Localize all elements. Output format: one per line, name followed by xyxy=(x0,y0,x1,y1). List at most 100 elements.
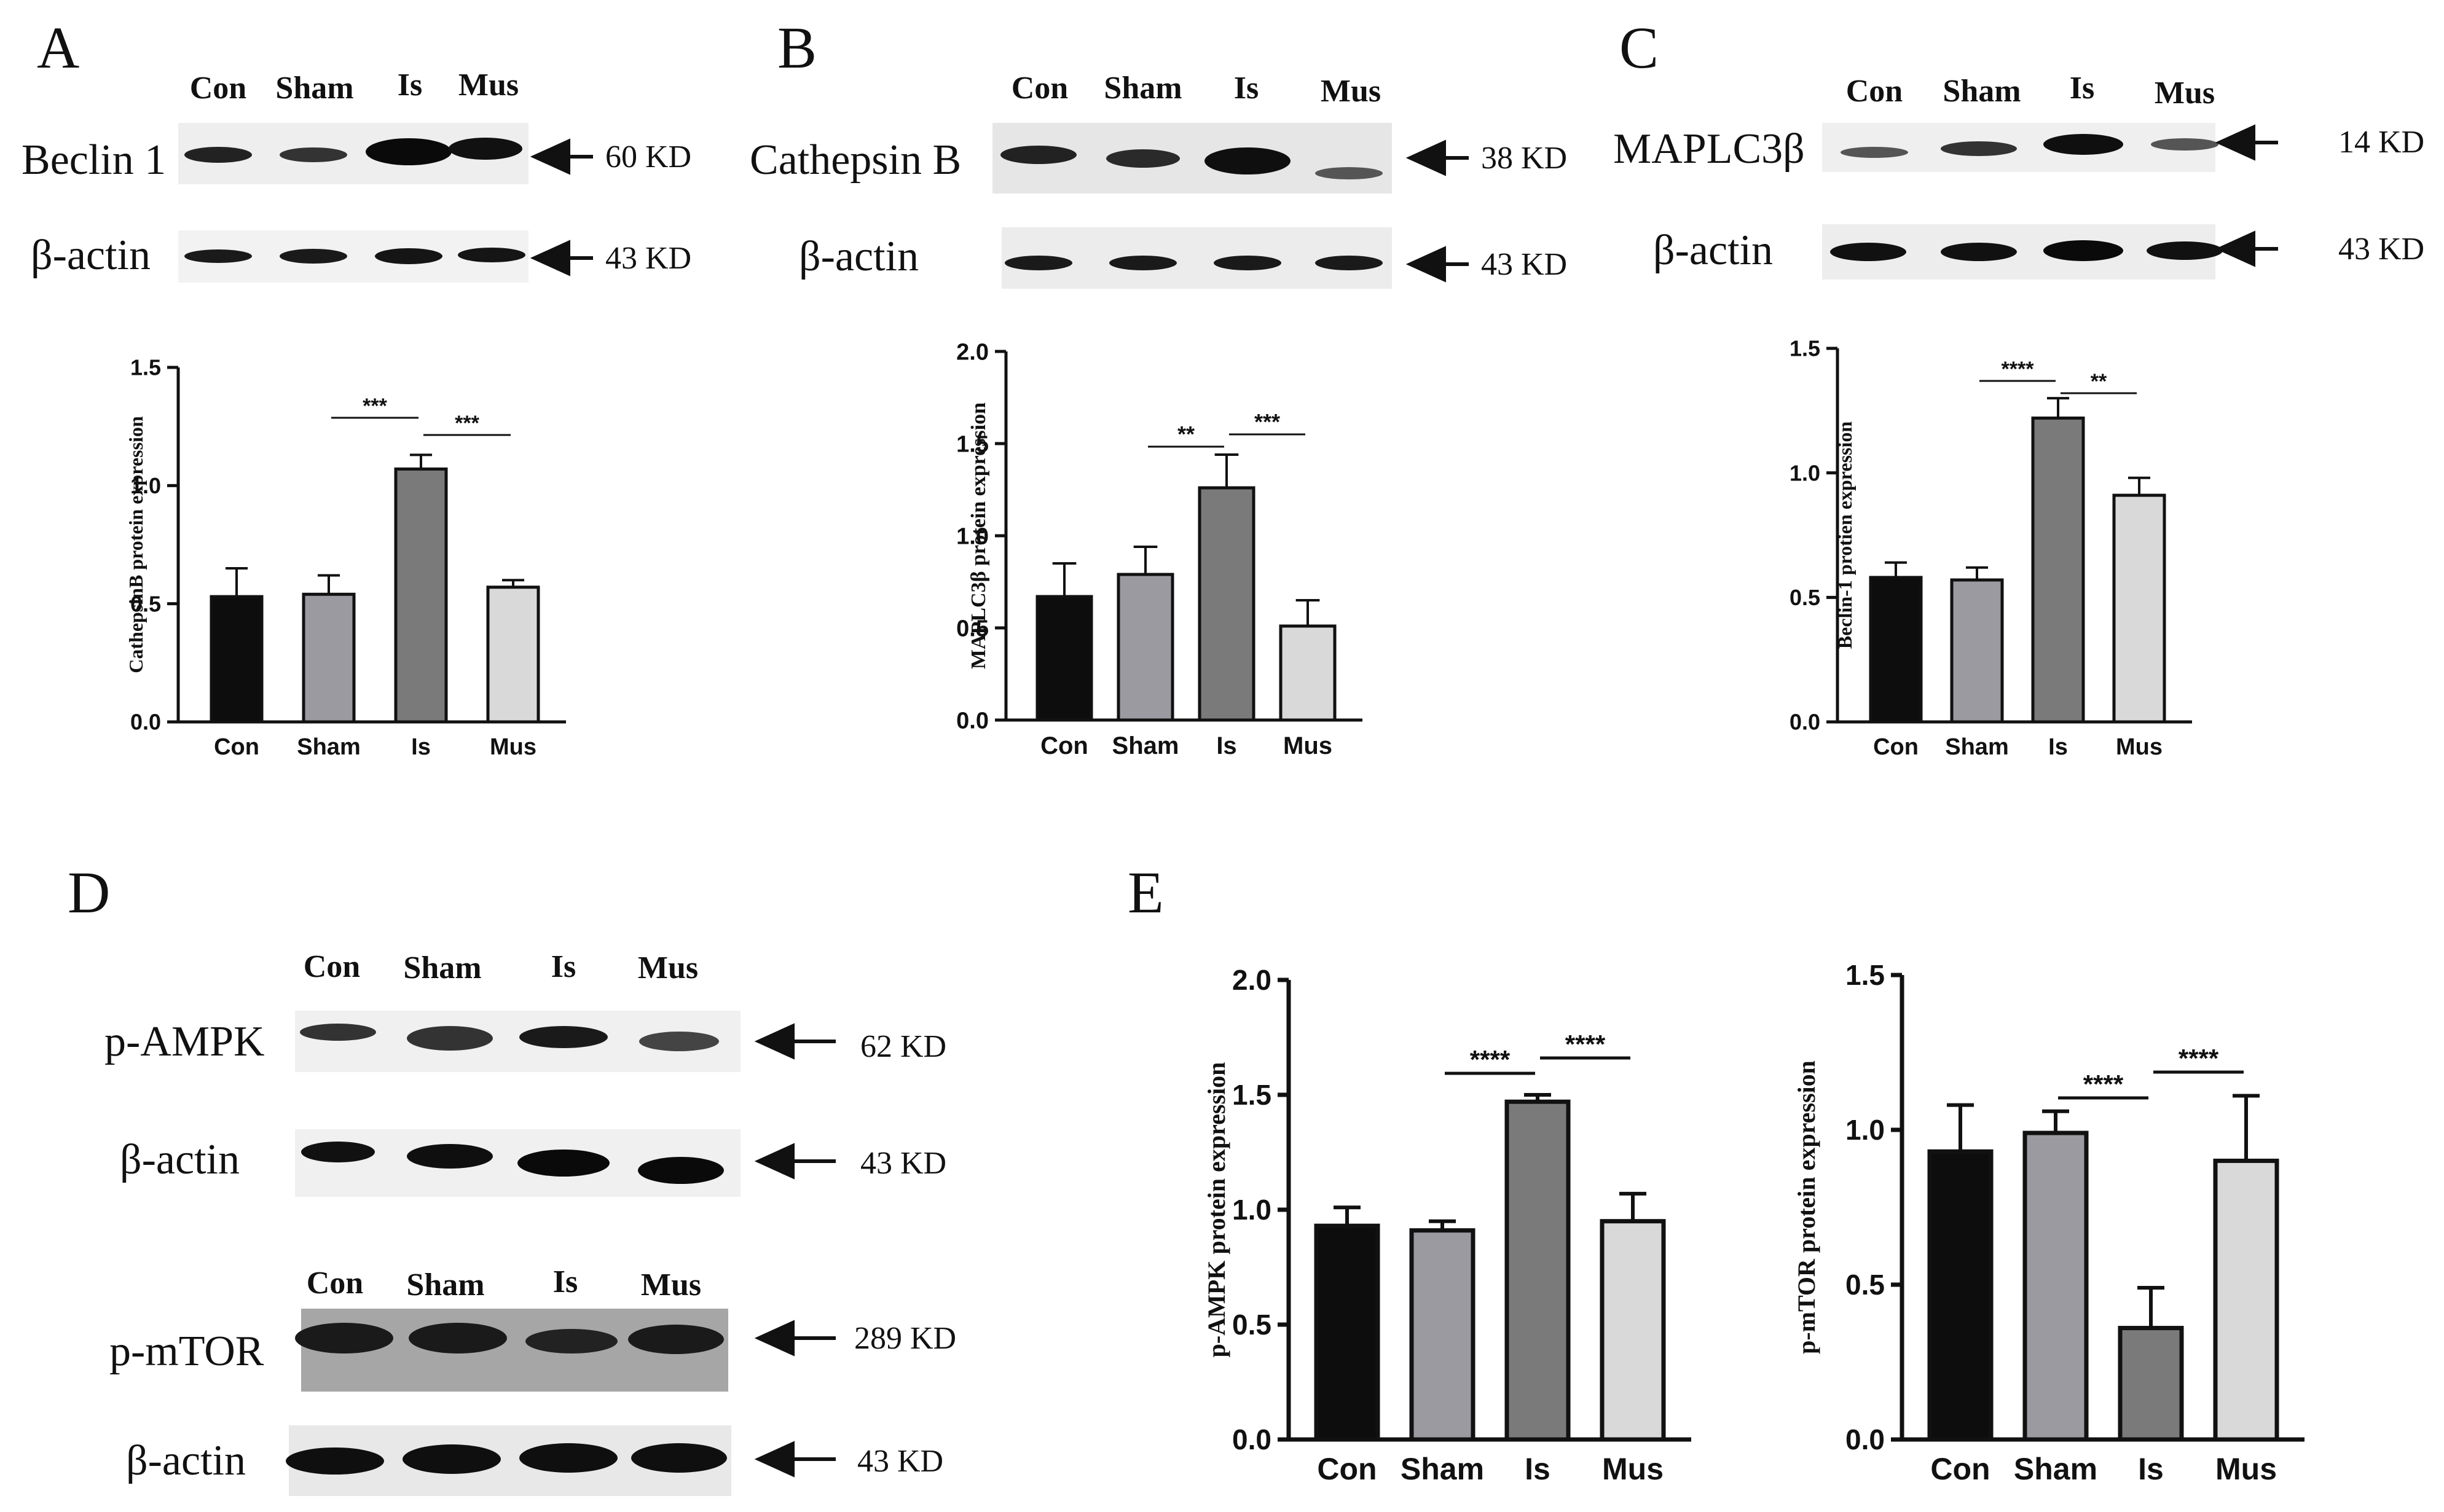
x-tick-label: Con xyxy=(214,734,259,760)
panel-letter-a: A xyxy=(37,15,79,80)
protein-band xyxy=(1841,147,1908,158)
blot-label: β-actin xyxy=(31,232,151,279)
y-tick-label: 0.5 xyxy=(956,616,989,641)
x-tick-label: Con xyxy=(1930,1452,1990,1486)
blot-group-d: Con Sham Is Mus p-AMPK β-actin 62 KD 43 … xyxy=(104,949,956,1496)
arrow-icon xyxy=(754,1320,836,1357)
protein-band xyxy=(1204,147,1291,174)
protein-band xyxy=(1000,146,1077,164)
lane-label: Sham xyxy=(1943,74,2021,109)
protein-band xyxy=(1315,256,1383,270)
blot-group-b: Con Sham Is Mus Cathepsin B β-actin 38 K… xyxy=(750,71,1567,289)
bar xyxy=(1927,1149,1994,1442)
protein-band xyxy=(301,1142,375,1162)
bar xyxy=(394,467,448,724)
lane-label: Sham xyxy=(275,71,353,106)
protein-band xyxy=(2151,138,2218,151)
y-tick-label: 0.0 xyxy=(1790,710,1820,735)
y-axis-label: MAPLC3β protein expression xyxy=(967,402,990,669)
arrow-icon xyxy=(530,138,593,175)
bar xyxy=(2112,493,2166,724)
protein-band xyxy=(184,249,252,263)
y-tick-label: 0.0 xyxy=(130,710,161,735)
lane-label: Con xyxy=(1846,74,1903,109)
lane-label: Is xyxy=(551,949,576,984)
x-tick-label: Sham xyxy=(1112,732,1179,759)
x-tick-label: Sham xyxy=(2014,1452,2097,1486)
protein-band xyxy=(184,147,252,163)
lane-label: Mus xyxy=(2155,76,2215,111)
blot-group-a: Con Sham Is Mus Beclin 1 β-actin 60 KD 4… xyxy=(22,68,691,283)
arrow-icon xyxy=(754,1441,836,1478)
significance-label: *** xyxy=(363,394,387,418)
protein-band xyxy=(407,1026,493,1051)
x-tick-label: Is xyxy=(411,734,431,760)
significance-label: *** xyxy=(1254,409,1280,434)
protein-band xyxy=(280,147,347,162)
molecular-weight-label: 43 KD xyxy=(860,1146,946,1181)
protein-band xyxy=(409,1323,507,1353)
molecular-weight-label: 43 KD xyxy=(1481,247,1567,282)
lane-label: Mus xyxy=(458,68,519,103)
x-tick-label: Is xyxy=(1216,732,1236,759)
protein-band xyxy=(2043,240,2123,261)
x-tick-label: Is xyxy=(2138,1452,2164,1486)
protein-band xyxy=(519,1026,608,1048)
protein-band xyxy=(1315,167,1383,179)
bar xyxy=(486,586,540,724)
bar xyxy=(210,595,264,724)
y-tick-label: 1.5 xyxy=(1790,336,1820,361)
bar xyxy=(1409,1228,1475,1442)
blot-label: β-actin xyxy=(1653,227,1773,274)
protein-band xyxy=(639,1032,719,1051)
molecular-weight-label: 43 KD xyxy=(2338,232,2424,267)
bar xyxy=(1869,576,1923,724)
bar xyxy=(1504,1099,1571,1442)
x-tick-label: Mus xyxy=(1283,732,1332,759)
protein-band xyxy=(407,1144,493,1169)
blot-label: β-actin xyxy=(120,1136,240,1183)
molecular-weight-label: 38 KD xyxy=(1481,141,1567,176)
molecular-weight-label: 62 KD xyxy=(860,1029,946,1064)
y-axis-label: Beclin-1 protien expression xyxy=(1834,421,1856,649)
protein-band xyxy=(449,138,522,160)
x-tick-label: Mus xyxy=(490,734,536,760)
y-tick-label: 0.0 xyxy=(1845,1424,1885,1455)
arrow-icon xyxy=(2215,230,2278,267)
protein-band xyxy=(280,249,347,264)
protein-band xyxy=(517,1150,610,1177)
y-tick-label: 2.0 xyxy=(956,339,989,365)
bar xyxy=(1950,578,2004,724)
bar xyxy=(1035,595,1093,722)
y-tick-label: 1.0 xyxy=(1845,1114,1885,1146)
molecular-weight-label: 14 KD xyxy=(2338,125,2424,160)
significance-label: **** xyxy=(2002,358,2035,381)
protein-band xyxy=(1941,243,2017,261)
blot-label: β-actin xyxy=(126,1437,246,1484)
protein-band xyxy=(375,248,442,264)
blot-label: MAPLC3β xyxy=(1613,125,1805,173)
x-tick-label: Sham xyxy=(297,734,360,760)
y-tick-label: 1.0 xyxy=(956,523,989,549)
protein-band xyxy=(628,1325,724,1354)
lane-label: Is xyxy=(398,68,422,103)
y-tick-label: 1.0 xyxy=(130,473,161,498)
y-tick-label: 2.0 xyxy=(1232,964,1271,996)
lane-label: Con xyxy=(307,1266,364,1301)
y-tick-label: 0.5 xyxy=(1790,585,1820,610)
molecular-weight-label: 289 KD xyxy=(854,1321,956,1356)
protein-band xyxy=(2147,241,2223,260)
lane-label: Sham xyxy=(406,1267,484,1302)
significance-label: ** xyxy=(2091,370,2107,393)
protein-band xyxy=(366,138,452,165)
bar xyxy=(1600,1219,1666,1442)
arrow-icon xyxy=(1405,246,1469,283)
x-tick-label: Is xyxy=(2048,734,2068,760)
protein-band xyxy=(631,1443,727,1473)
y-tick-label: 0.0 xyxy=(1232,1424,1271,1455)
blot-label: Beclin 1 xyxy=(22,136,166,184)
protein-band xyxy=(525,1329,618,1353)
significance-label: *** xyxy=(455,412,479,435)
bar xyxy=(2022,1130,2089,1442)
molecular-weight-label: 43 KD xyxy=(605,241,691,276)
